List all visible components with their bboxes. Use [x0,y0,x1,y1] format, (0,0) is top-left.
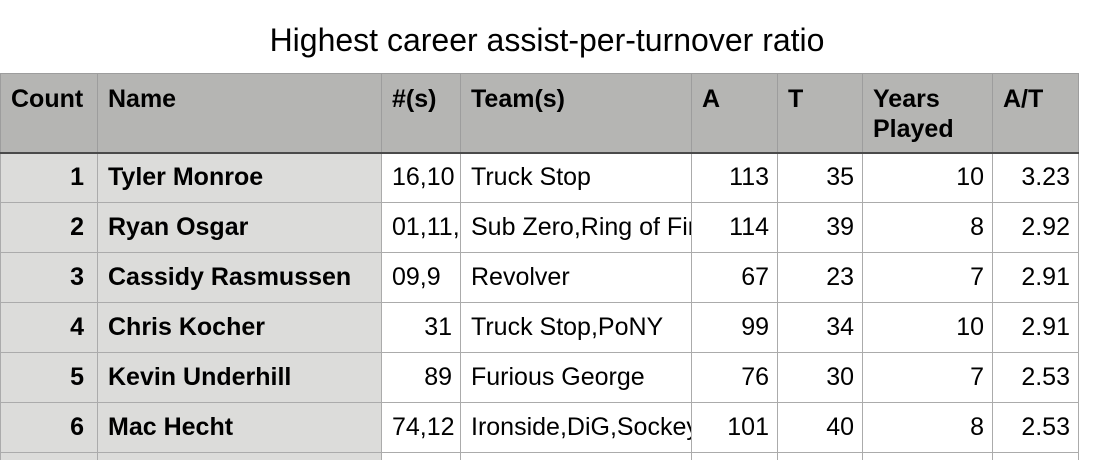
partial-next-row [0,452,1079,460]
cell-teams[interactable]: Revolver [460,252,692,303]
cell-turnovers[interactable]: 35 [777,152,863,203]
cell-numbers[interactable]: 09,9 [381,252,461,303]
table-row: 6 Mac Hecht 74,12 Ironside,DiG,Sockeye 1… [0,402,1079,453]
cell-numbers[interactable]: 01,11, [381,202,461,253]
cell-teams[interactable]: Ironside,DiG,Sockeye [460,402,692,453]
cell-turnovers[interactable]: 30 [777,352,863,403]
cell-ratio[interactable]: 2.92 [992,202,1079,253]
table-row: 4 Chris Kocher 31 Truck Stop,PoNY 99 34 … [0,302,1079,353]
cell-years[interactable]: 8 [862,402,993,453]
col-header-numbers[interactable]: #(s) [381,73,461,154]
partial-row-cell [992,452,1079,460]
col-header-assists[interactable]: A [691,73,778,154]
cell-ratio[interactable]: 2.53 [992,352,1079,403]
partial-row-cell [777,452,863,460]
cell-count[interactable]: 3 [0,252,98,303]
partial-row-cell [97,452,382,460]
cell-assists[interactable]: 99 [691,302,778,353]
cell-ratio[interactable]: 2.91 [992,252,1079,303]
cell-assists[interactable]: 113 [691,152,778,203]
cell-turnovers[interactable]: 23 [777,252,863,303]
col-header-name[interactable]: Name [97,73,382,154]
cell-name[interactable]: Chris Kocher [97,302,382,353]
cell-years[interactable]: 7 [862,352,993,403]
cell-assists[interactable]: 67 [691,252,778,303]
cell-count[interactable]: 5 [0,352,98,403]
cell-count[interactable]: 1 [0,152,98,203]
cell-name[interactable]: Ryan Osgar [97,202,382,253]
cell-name[interactable]: Kevin Underhill [97,352,382,403]
cell-numbers[interactable]: 16,10 [381,152,461,203]
cell-ratio[interactable]: 2.53 [992,402,1079,453]
partial-row-cell [381,452,461,460]
col-header-turnovers[interactable]: T [777,73,863,154]
cell-ratio[interactable]: 2.91 [992,302,1079,353]
cell-years[interactable]: 10 [862,152,993,203]
cell-years[interactable]: 8 [862,202,993,253]
cell-teams[interactable]: Furious George [460,352,692,403]
table-header-row: Count Name #(s) Team(s) A T Years Played… [0,73,1079,154]
cell-count[interactable]: 6 [0,402,98,453]
partial-row-cell [862,452,993,460]
cell-name[interactable]: Cassidy Rasmussen [97,252,382,303]
cell-teams[interactable]: Truck Stop,PoNY [460,302,692,353]
cell-numbers[interactable]: 31 [381,302,461,353]
cell-count[interactable]: 2 [0,202,98,253]
col-header-count[interactable]: Count [0,73,98,154]
cell-assists[interactable]: 76 [691,352,778,403]
cell-teams[interactable]: Truck Stop [460,152,692,203]
partial-row-cell [0,452,98,460]
cell-numbers[interactable]: 89 [381,352,461,403]
cell-assists[interactable]: 114 [691,202,778,253]
cell-turnovers[interactable]: 34 [777,302,863,353]
cell-ratio[interactable]: 3.23 [992,152,1079,203]
cell-turnovers[interactable]: 40 [777,402,863,453]
col-header-years[interactable]: Years Played [862,73,993,154]
cell-turnovers[interactable]: 39 [777,202,863,253]
partial-row-cell [691,452,778,460]
table-row: 5 Kevin Underhill 89 Furious George 76 3… [0,352,1079,403]
stats-table: Count Name #(s) Team(s) A T Years Played… [0,73,1079,460]
cell-name[interactable]: Tyler Monroe [97,152,382,203]
cell-count[interactable]: 4 [0,302,98,353]
table-row: 2 Ryan Osgar 01,11, Sub Zero,Ring of Fir… [0,202,1079,253]
table-row: 3 Cassidy Rasmussen 09,9 Revolver 67 23 … [0,252,1079,303]
cell-years[interactable]: 10 [862,302,993,353]
cell-name[interactable]: Mac Hecht [97,402,382,453]
cell-numbers[interactable]: 74,12 [381,402,461,453]
page-title: Highest career assist-per-turnover ratio [269,22,825,58]
cell-years[interactable]: 7 [862,252,993,303]
col-header-ratio[interactable]: A/T [992,73,1079,154]
partial-row-cell [460,452,692,460]
cell-teams[interactable]: Sub Zero,Ring of Fire [460,202,692,253]
table-row: 1 Tyler Monroe 16,10 Truck Stop 113 35 1… [0,152,1079,203]
cell-assists[interactable]: 101 [691,402,778,453]
col-header-teams[interactable]: Team(s) [460,73,692,154]
